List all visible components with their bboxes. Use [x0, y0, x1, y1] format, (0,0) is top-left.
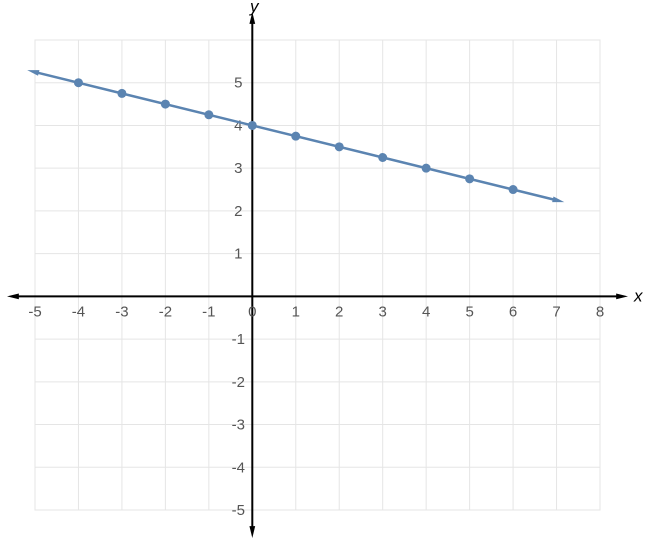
data-point	[248, 121, 257, 130]
chart-container: -5-4-3-2-1012345678-5-4-3-2-112345xy	[0, 0, 658, 549]
x-tick-label: 3	[379, 303, 387, 320]
plot-background	[35, 40, 600, 510]
y-tick-label: 5	[234, 75, 242, 92]
x-tick-label: -3	[115, 303, 128, 320]
y-tick-label: -4	[232, 459, 245, 476]
y-tick-label: -2	[232, 374, 245, 391]
x-axis-arrow-left	[7, 293, 19, 299]
coordinate-plane: -5-4-3-2-1012345678-5-4-3-2-112345xy	[0, 0, 658, 549]
y-tick-label: 3	[234, 160, 242, 177]
x-tick-label: 6	[509, 303, 517, 320]
y-tick-label: -3	[232, 417, 245, 434]
data-point	[74, 78, 83, 87]
x-tick-label: 8	[596, 303, 604, 320]
data-point	[422, 164, 431, 173]
x-tick-label: 0	[248, 303, 256, 320]
data-point	[204, 110, 213, 119]
x-tick-label: 5	[465, 303, 473, 320]
x-axis-arrow-right	[616, 293, 628, 299]
data-point	[465, 174, 474, 183]
y-tick-label: 1	[234, 246, 242, 263]
x-tick-label: -4	[72, 303, 85, 320]
data-point	[117, 89, 126, 98]
y-tick-label: 4	[234, 117, 242, 134]
x-tick-label: 2	[335, 303, 343, 320]
y-tick-label: -1	[232, 331, 245, 348]
y-tick-label: -5	[232, 502, 245, 519]
data-point	[161, 100, 170, 109]
y-tick-label: 2	[234, 203, 242, 220]
x-tick-label: 4	[422, 303, 430, 320]
x-tick-label: 1	[292, 303, 300, 320]
data-line-arrow-start	[27, 70, 39, 76]
y-axis-arrow-down	[249, 526, 255, 538]
y-axis-label: y	[249, 0, 260, 16]
data-point	[291, 132, 300, 141]
x-tick-label: -5	[28, 303, 41, 320]
x-axis-label: x	[633, 286, 643, 305]
x-tick-label: 7	[552, 303, 560, 320]
data-point	[378, 153, 387, 162]
x-tick-label: -1	[202, 303, 215, 320]
data-point	[509, 185, 518, 194]
x-tick-label: -2	[159, 303, 172, 320]
data-point	[335, 142, 344, 151]
